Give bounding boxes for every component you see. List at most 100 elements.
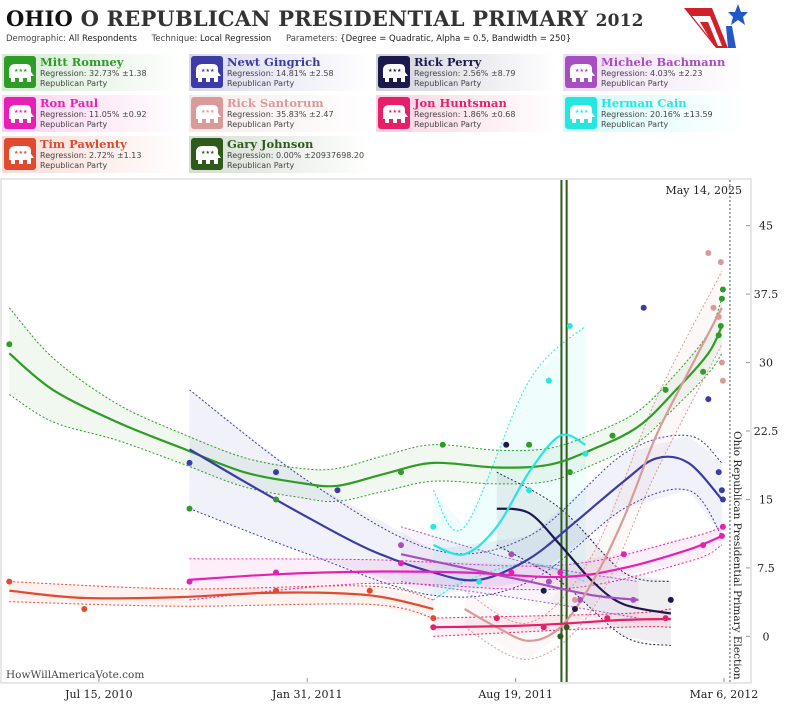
- svg-text:★★★: ★★★: [14, 150, 28, 156]
- chart-title: OHIO O REPUBLICAN PRESIDENTIAL PRIMARY 2…: [6, 6, 644, 31]
- poll-point-ron-paul: [718, 533, 725, 539]
- legend-card-santorum[interactable]: ★★★ Rick Santorum Regression: 35.83% ±2.…: [189, 95, 371, 132]
- y-tick-label: 37.5: [754, 288, 779, 301]
- candidate-party: Republican Party: [601, 79, 669, 88]
- poll-point-newt-gingrich: [186, 459, 193, 466]
- poll-point-ron-paul: [273, 569, 279, 576]
- svg-text:★★★: ★★★: [201, 68, 215, 74]
- poll-point-jon-huntsman: [604, 615, 611, 622]
- site-logo-icon[interactable]: [682, 2, 748, 50]
- poll-point-michele-bachmann: [545, 578, 552, 585]
- upper-bound-rick-perry: [496, 471, 671, 583]
- candidate-party: Republican Party: [40, 161, 108, 170]
- legend-card-huntsman[interactable]: ★★★ Jon Huntsman Regression: 1.86% ±0.68…: [376, 95, 558, 132]
- upper-bound-michele-bachmann: [400, 526, 639, 583]
- legend-card-johnson[interactable]: ★★★ Gary Johnson Regression: 0.00% ±2093…: [189, 136, 371, 173]
- axes: 0 7.5 15 22.5 30 37.5 45 Jul 15, 2010 Jan 31, 20…: [64, 220, 778, 701]
- parameters-label: Parameters:: [285, 34, 338, 44]
- band-ron-paul: [189, 526, 722, 600]
- poll-point-rick-perry: [503, 441, 510, 448]
- upper-bound-jon-huntsman: [433, 608, 671, 619]
- poll-point-mitt-romney: [6, 341, 13, 348]
- poll-point-herman-cain: [545, 377, 552, 384]
- parameters-line: Demographic: All Respondents Technique: …: [6, 34, 583, 44]
- poll-point-ron-paul: [508, 569, 515, 576]
- candidate-party: Republican Party: [227, 120, 295, 129]
- poll-points: [6, 250, 726, 640]
- legend-card-cain[interactable]: ★★★ Herman Cain Regression: 20.16% ±13.5…: [563, 95, 745, 132]
- lower-bound-jon-huntsman: [433, 626, 671, 637]
- x-tick-label: Jan 31, 2011: [271, 688, 343, 701]
- svg-text:★★★: ★★★: [201, 150, 215, 156]
- poll-point-mitt-romney: [526, 441, 533, 448]
- parameters-value: {Degree = Quadratic, Alpha = 0.5, Bandwi…: [340, 34, 572, 44]
- poll-point-mitt-romney: [662, 386, 669, 393]
- svg-text:★★★: ★★★: [388, 109, 402, 115]
- band-tim-pawlenty: [9, 581, 434, 619]
- elephant-icon: ★★★: [4, 138, 36, 170]
- candidate-regression: Regression: 4.03% ±2.23: [601, 69, 703, 78]
- poll-point-ron-paul: [186, 578, 193, 585]
- upper-bound-herman-cain: [432, 325, 586, 532]
- poll-point-jon-huntsman: [540, 624, 547, 631]
- upper-bound-newt-gingrich: [189, 389, 723, 555]
- poll-point-rick-santorum: [719, 377, 726, 384]
- legend-card-romney[interactable]: ★★★ Mitt Romney Regression: 32.73% ±1.38…: [2, 54, 184, 91]
- y-tick-label: 30: [759, 357, 773, 370]
- poll-point-tim-pawlenty: [81, 606, 88, 612]
- legend-card-perry[interactable]: ★★★ Rick Perry Regression: 2.56% ±8.79 R…: [376, 54, 558, 91]
- candidate-name: Newt Gingrich: [227, 55, 321, 69]
- candidate-party: Republican Party: [40, 120, 108, 129]
- candidate-legend: ★★★ Mitt Romney Regression: 32.73% ±1.38…: [0, 54, 789, 176]
- legend-card-bachmann[interactable]: ★★★ Michele Bachmann Regression: 4.03% ±…: [563, 54, 745, 91]
- y-tick-label: 0: [763, 630, 770, 643]
- elephant-icon: ★★★: [565, 56, 597, 88]
- poll-point-mitt-romney: [700, 368, 707, 375]
- title-text: O REPUBLICAN PRESIDENTIAL PRIMARY: [80, 6, 589, 31]
- svg-text:★★★: ★★★: [388, 68, 402, 74]
- trend-line-rick-santorum: [464, 307, 723, 643]
- x-tick-label: Aug 19, 2011: [477, 688, 553, 701]
- candidate-regression: Regression: 35.83% ±2.47: [227, 110, 334, 119]
- poll-point-tim-pawlenty: [366, 587, 373, 594]
- x-tick-label: Jul 15, 2010: [64, 688, 133, 701]
- svg-text:★★★: ★★★: [14, 68, 28, 74]
- poll-point-mitt-romney: [439, 441, 446, 448]
- regression-chart: 0 7.5 15 22.5 30 37.5 45 Jul 15, 2010 Jan 31, 20…: [0, 178, 778, 701]
- legend-card-gingrich[interactable]: ★★★ Newt Gingrich Regression: 14.81% ±2.…: [189, 54, 371, 91]
- elephant-icon: ★★★: [4, 56, 36, 88]
- lower-bound-herman-cain: [433, 562, 586, 601]
- lower-bound-newt-gingrich: [189, 488, 723, 598]
- poll-point-mitt-romney: [186, 505, 193, 512]
- trend-line-tim-pawlenty: [9, 589, 434, 611]
- lower-bound-michele-bachmann: [400, 581, 639, 619]
- legend-card-paul[interactable]: ★★★ Ron Paul Regression: 11.05% ±0.92 Re…: [2, 95, 184, 132]
- band-michele-bachmann: [401, 526, 639, 619]
- title-year: 2012: [595, 11, 644, 31]
- election-label: Ohio Republican Presidential Primary Ele…: [731, 431, 743, 680]
- elephant-icon: ★★★: [378, 97, 410, 129]
- legend-card-pawlenty[interactable]: ★★★ Tim Pawlenty Regression: 2.72% ±1.13…: [2, 136, 184, 173]
- band-newt-gingrich: [189, 389, 722, 596]
- poll-point-tim-pawlenty: [273, 587, 279, 594]
- trend-line-herman-cain: [432, 433, 586, 556]
- poll-point-mitt-romney: [717, 323, 724, 329]
- chart-header: OHIO O REPUBLICAN PRESIDENTIAL PRIMARY 2…: [0, 0, 750, 50]
- candidate-regression: Regression: 11.05% ±0.92: [40, 110, 147, 119]
- trend-line-jon-huntsman: [433, 617, 671, 629]
- y-tick-label: 45: [759, 220, 773, 233]
- svg-text:★★★: ★★★: [201, 109, 215, 115]
- candidate-party: Republican Party: [414, 79, 482, 88]
- candidate-name: Rick Perry: [414, 55, 482, 69]
- elephant-icon: ★★★: [191, 138, 223, 170]
- poll-point-rick-perry: [667, 596, 674, 603]
- poll-point-mitt-romney: [718, 295, 725, 302]
- poll-point-mitt-romney: [715, 332, 722, 339]
- poll-point-mitt-romney: [273, 496, 279, 503]
- elephant-icon: ★★★: [565, 97, 597, 129]
- poll-point-newt-gingrich: [705, 396, 712, 403]
- poll-point-michele-bachmann: [508, 551, 515, 558]
- candidate-name: Ron Paul: [40, 96, 99, 110]
- candidate-party: Republican Party: [40, 79, 108, 88]
- candidate-party: Republican Party: [227, 161, 295, 170]
